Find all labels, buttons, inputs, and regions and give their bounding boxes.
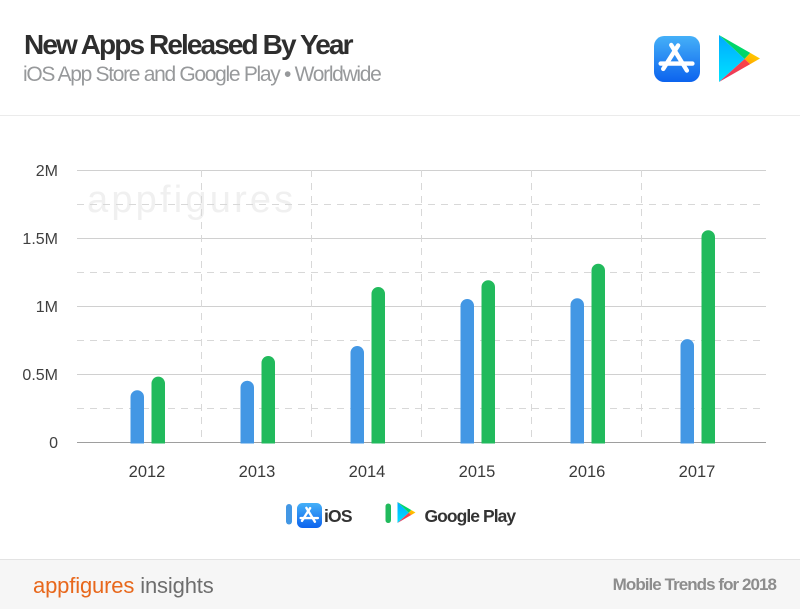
svg-text:2013: 2013: [239, 463, 276, 481]
svg-text:0.5M: 0.5M: [22, 367, 58, 384]
svg-text:2M: 2M: [36, 163, 58, 180]
svg-text:2017: 2017: [679, 463, 716, 481]
svg-text:appfigures: appfigures: [87, 179, 296, 221]
svg-text:Google Play: Google Play: [425, 506, 517, 526]
svg-text:2015: 2015: [459, 463, 496, 481]
svg-text:iOS: iOS: [324, 506, 352, 526]
svg-text:1.5M: 1.5M: [22, 231, 58, 248]
svg-text:2012: 2012: [129, 463, 166, 481]
svg-text:2016: 2016: [569, 463, 606, 481]
svg-text:2014: 2014: [349, 463, 386, 481]
svg-text:1M: 1M: [36, 299, 58, 316]
svg-text:0: 0: [49, 435, 58, 452]
